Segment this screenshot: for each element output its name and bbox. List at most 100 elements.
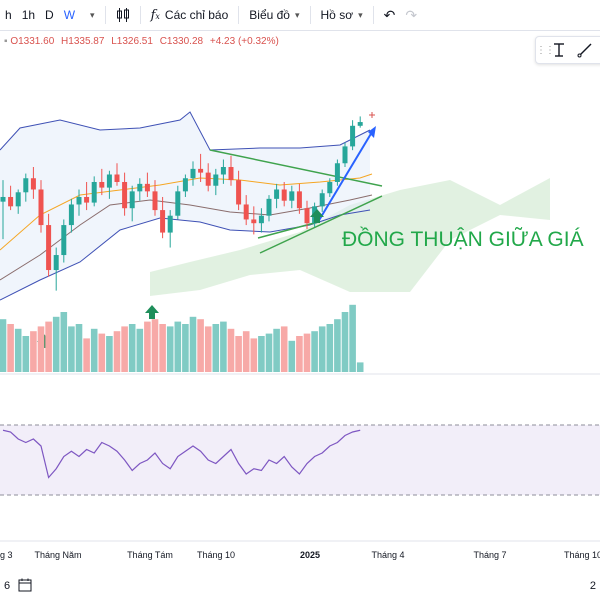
legend-change: +4.23 (+0.32%) <box>209 36 279 47</box>
volume-bar <box>83 338 90 372</box>
volume-bar <box>311 331 318 372</box>
candle-body <box>137 183 143 192</box>
x-axis-label: Tháng 10 <box>197 550 235 560</box>
x-axis-label: Tháng Tám <box>127 550 173 560</box>
chevron-down-icon: ▾ <box>358 9 363 20</box>
redo-button[interactable]: ↷ <box>400 0 422 30</box>
volume-bar <box>159 324 166 372</box>
candle-body <box>327 181 333 194</box>
volume-bar <box>212 324 220 372</box>
date-range-button[interactable] <box>14 578 36 595</box>
bollinger-bands <box>0 111 373 301</box>
ichimoku-cloud <box>150 178 550 296</box>
volume-bar <box>136 328 144 372</box>
volume-bar <box>227 328 235 372</box>
timeframe-1h[interactable]: 1h <box>21 8 36 22</box>
indicators-button[interactable]: fx Các chỉ báo <box>146 0 234 30</box>
x-axis-label: Tháng 4 <box>371 550 404 560</box>
volume-bar <box>280 326 288 372</box>
bottom-bar: 6 2 <box>0 572 600 600</box>
legend-open: O1331.60 <box>10 36 55 47</box>
profile-button[interactable]: Hồ sơ ▾ <box>316 0 368 30</box>
volume-bar <box>326 324 334 372</box>
candle-body <box>243 204 249 220</box>
candle-body <box>258 215 264 224</box>
x-axis-label: Tháng 7 <box>473 550 506 560</box>
candle-body <box>213 174 219 186</box>
timeframe-dropdown[interactable]: ▾ <box>80 0 100 30</box>
volume-bar <box>144 321 151 372</box>
rsi-line <box>2 429 361 479</box>
chevron-down-icon: ▾ <box>294 9 300 20</box>
candle-body <box>68 204 74 226</box>
volume-bar <box>265 333 273 372</box>
volume-bar <box>242 331 250 372</box>
candle-body <box>84 196 90 203</box>
trendlines <box>209 112 383 254</box>
rsi-pane <box>0 424 600 542</box>
candle-body <box>0 196 6 202</box>
candle-body <box>274 189 280 199</box>
trendline-tool-icon <box>577 43 592 58</box>
timeframe-w[interactable]: W <box>63 8 76 22</box>
drag-handle-icon[interactable]: ⋮⋮ <box>536 44 555 56</box>
layout-button[interactable]: Biểu đồ ▾ <box>244 0 304 30</box>
x-axis-label: g 3 <box>0 550 13 560</box>
rsi-band <box>0 425 600 495</box>
undo-icon: ↶ <box>383 6 396 23</box>
volume-bar <box>75 324 83 372</box>
x-axis-label: 2025 <box>300 550 320 560</box>
candle-body <box>38 189 44 226</box>
candle-body <box>357 122 363 126</box>
candle-body <box>114 174 120 182</box>
calendar-range-icon <box>18 578 32 591</box>
volume-bar <box>151 319 159 372</box>
candle-body <box>99 181 105 188</box>
volume-bar <box>90 328 98 372</box>
buy-arrow-icon <box>310 209 324 223</box>
candle-body <box>152 191 158 211</box>
volume-bar <box>189 316 197 372</box>
legend-dot: ▪ <box>4 36 8 47</box>
annotation-label: ĐỒNG THUẬN GIỮA GIÁ <box>342 227 584 251</box>
volume-bar <box>235 336 242 372</box>
candle-body <box>129 191 135 209</box>
volume-bar <box>22 336 30 372</box>
candle-body <box>30 178 36 190</box>
candle-body <box>266 198 272 216</box>
profile-label: Hồ sơ <box>320 8 354 22</box>
volume-bar <box>356 362 364 372</box>
toolbar-divider <box>139 6 141 24</box>
undo-button[interactable]: ↶ <box>379 0 401 30</box>
candle-body <box>342 146 348 164</box>
volume-bar <box>128 324 136 372</box>
uptrend-arrow-line <box>317 131 373 223</box>
volume-bar <box>197 319 204 372</box>
buy-arrow-icon <box>145 305 159 319</box>
chart-type-button[interactable] <box>111 0 135 30</box>
top-toolbar: h 1h D W ▾ fx Các chỉ báo Biểu đồ ▾ Hồ s… <box>0 0 600 31</box>
candle-body <box>334 163 340 182</box>
timeframe-h[interactable]: h <box>5 8 12 22</box>
text-tool-button[interactable] <box>546 37 572 63</box>
volume-bar <box>121 326 128 372</box>
trendline-tool-button[interactable] <box>572 37 598 63</box>
text-tool-icon <box>554 43 564 57</box>
volume-bar <box>273 328 280 372</box>
function-icon: fx <box>150 7 160 23</box>
candle-body <box>53 255 59 271</box>
ohlc-legend: ▪ O1331.60 H1335.87 L1326.51 C1330.28 +4… <box>4 36 279 47</box>
candle-body <box>236 180 242 205</box>
volume-bar <box>45 321 52 372</box>
uptrend-arrow-head <box>368 126 376 138</box>
candle-body <box>23 178 29 193</box>
timeframe-d[interactable]: D <box>45 8 54 22</box>
candles-icon <box>116 8 129 22</box>
volume-bar <box>182 324 189 372</box>
volume-bar <box>296 336 303 372</box>
volume-bar <box>258 336 265 372</box>
toolbar-divider <box>238 6 240 24</box>
candle-body <box>190 168 196 179</box>
candle-body <box>175 191 181 216</box>
